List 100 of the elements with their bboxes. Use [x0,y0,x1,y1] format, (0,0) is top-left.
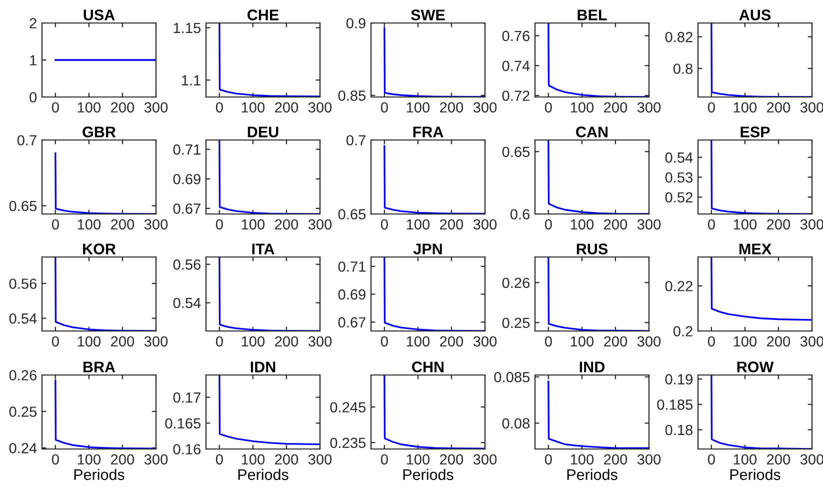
x-tick-label: 200 [111,336,134,347]
x-tick-label: 0 [708,336,715,347]
x-tick-label: 100 [78,219,101,230]
x-tick-label: 200 [440,454,464,465]
x-axis-title: Periods [403,468,454,480]
line-series [218,375,320,446]
x-tick-label: 100 [734,219,757,230]
x-tick-label: 300 [308,102,332,113]
line-series [54,152,156,214]
y-tick-label: 2 [30,18,36,28]
x-tick-label: 0 [380,219,388,230]
x-tick-label: 100 [406,102,430,113]
y-tick-label: 0.69 [173,174,200,184]
y-tick-label: 0.7 [346,135,366,146]
x-tick-label: 0 [380,102,388,113]
chart-title: ROW [737,362,774,372]
y-tick-label: 0.69 [338,289,366,300]
x-tick-label: 300 [473,336,497,347]
x-tick-label: 200 [111,219,134,230]
y-tick-label: 0.245 [330,402,366,412]
chart-title: CAN [576,126,608,138]
y-tick-label: 0.7 [17,135,36,146]
x-tick-label: 200 [604,102,628,113]
x-axis-title: Periods [238,468,288,480]
x-tick-label: 300 [637,219,661,230]
x-tick-label: 200 [440,219,464,230]
x-tick-label: 0 [216,336,223,347]
y-tick-label: 0.9 [346,18,366,28]
y-tick-label: 0.22 [665,280,692,292]
chart-title: JPN [413,244,442,254]
y-tick-label: 1 [30,55,36,66]
x-tick-label: 200 [604,336,628,347]
y-tick-label: 0.2 [673,326,692,336]
x-tick-label: 100 [406,454,430,465]
x-tick-label: 0 [52,454,59,465]
x-tick-label: 200 [275,219,298,230]
x-tick-label: 100 [734,102,757,113]
x-tick-label: 200 [604,454,628,465]
x-tick-label: 300 [144,336,168,347]
chart-title: IDN [250,362,276,372]
y-tick-label: 0.71 [338,261,366,272]
x-tick-label: 0 [544,219,552,230]
y-tick-label: 0.25 [502,318,530,328]
y-tick-label: 0.67 [338,317,366,328]
chart-title: DEU [248,126,278,138]
x-tick-label: 0 [216,454,223,465]
x-tick-label: 200 [767,102,790,113]
x-tick-label: 300 [308,336,332,347]
x-tick-label: 200 [767,454,790,465]
chart-title: FRA [413,126,444,138]
y-tick-label: 0.85 [338,90,366,101]
chart-title: ITA [252,244,274,254]
y-tick-label: 0.25 [9,406,37,417]
y-tick-label: 0.65 [9,200,37,212]
chart-title: AUS [739,10,771,20]
chart-title: MEX [739,244,772,254]
x-tick-label: 100 [570,102,594,113]
y-tick-label: 0.67 [173,203,200,214]
x-tick-label: 0 [52,102,59,113]
y-tick-label: 0.76 [502,30,530,42]
x-tick-label: 0 [52,336,59,347]
x-tick-label: 300 [308,454,332,465]
x-tick-label: 0 [216,102,223,113]
x-tick-label: 100 [78,102,101,113]
x-tick-label: 0 [216,219,223,230]
chart-title: ESP [740,126,770,138]
x-tick-label: 100 [242,102,265,113]
x-tick-label: 100 [242,219,265,230]
chart-title: USA [84,10,115,20]
x-tick-label: 100 [78,454,101,465]
chart-title: CHE [248,10,279,20]
x-tick-label: 0 [544,336,552,347]
y-tick-label: 0.18 [665,424,693,436]
x-tick-label: 100 [242,454,265,465]
chart-title: BRA [83,362,116,372]
x-tick-label: 100 [406,219,430,230]
x-axis-title: Periods [730,468,780,480]
y-tick-label: 0.82 [665,32,692,42]
x-tick-label: 0 [544,454,552,465]
chart-title: KOR [83,244,116,254]
x-tick-label: 300 [144,219,168,230]
y-tick-label: 0.085 [494,372,530,382]
x-tick-label: 200 [440,102,464,113]
y-tick-label: 0 [30,92,37,102]
y-tick-label: 0.56 [173,259,200,270]
x-tick-label: 100 [78,336,101,347]
x-tick-label: 200 [111,102,134,113]
x-tick-label: 100 [570,336,594,347]
y-tick-label: 0.65 [502,146,530,158]
line-series [710,257,812,321]
line-series [548,380,649,449]
x-tick-label: 200 [604,219,628,230]
x-axis-title: Periods [567,468,618,480]
y-tick-label: 0.72 [502,90,530,101]
x-tick-label: 300 [637,454,661,465]
x-tick-label: 100 [570,219,594,230]
y-tick-label: 0.54 [9,313,37,324]
x-tick-label: 200 [275,336,298,347]
x-tick-label: 300 [637,102,661,113]
x-tick-label: 0 [52,219,59,230]
